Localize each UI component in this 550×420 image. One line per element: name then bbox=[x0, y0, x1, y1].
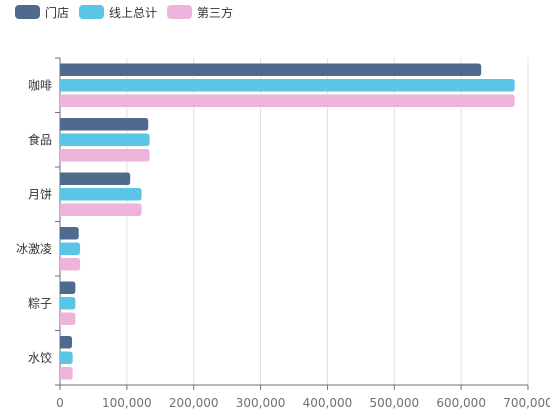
x-tick-label: 700,000 bbox=[503, 396, 550, 410]
y-category-label: 水饺 bbox=[28, 350, 52, 365]
bar-online bbox=[60, 79, 515, 92]
y-category-label: 咖啡 bbox=[28, 77, 52, 92]
bar-online bbox=[60, 242, 81, 255]
bar-store bbox=[60, 118, 149, 131]
chart-legend: 门店 线上总计 第三方 bbox=[15, 4, 233, 20]
x-tick-label: 100,000 bbox=[102, 396, 152, 410]
bar-third-party bbox=[60, 94, 515, 107]
bar-online bbox=[60, 351, 73, 364]
bar-third-party bbox=[60, 312, 76, 325]
legend-item-series-1[interactable]: 线上总计 bbox=[79, 4, 157, 20]
y-category-label: 粽子 bbox=[28, 295, 52, 310]
x-tick-label: 600,000 bbox=[436, 396, 486, 410]
y-category-label: 食品 bbox=[28, 132, 52, 147]
x-tick-label: 200,000 bbox=[169, 396, 219, 410]
x-tick-label: 0 bbox=[56, 396, 64, 410]
bar-third-party bbox=[60, 367, 73, 380]
bar-store bbox=[60, 281, 76, 294]
bar-online bbox=[60, 133, 150, 146]
bar-third-party bbox=[60, 258, 81, 271]
bar-third-party bbox=[60, 203, 142, 216]
x-tick-label: 500,000 bbox=[369, 396, 419, 410]
bar-online bbox=[60, 188, 142, 201]
y-category-label: 月饼 bbox=[28, 187, 52, 201]
bar-online bbox=[60, 297, 76, 310]
legend-swatch-series-1 bbox=[79, 5, 105, 19]
bar-store bbox=[60, 227, 79, 240]
legend-item-series-0[interactable]: 门店 bbox=[15, 4, 69, 20]
legend-swatch-series-0 bbox=[15, 5, 40, 19]
bar-store bbox=[60, 172, 131, 185]
x-tick-label: 300,000 bbox=[236, 396, 286, 410]
bar-third-party bbox=[60, 149, 150, 162]
legend-label-series-1: 线上总计 bbox=[109, 5, 158, 20]
legend-label-series-2: 第三方 bbox=[197, 5, 234, 20]
legend-swatch-series-2 bbox=[167, 5, 193, 19]
x-tick-label: 400,000 bbox=[303, 396, 353, 410]
bar-store bbox=[60, 336, 73, 349]
bar-store bbox=[60, 63, 482, 76]
y-category-label: 冰激凌 bbox=[16, 242, 52, 256]
legend-item-series-2[interactable]: 第三方 bbox=[167, 4, 233, 20]
legend-label-series-0: 门店 bbox=[45, 5, 70, 20]
